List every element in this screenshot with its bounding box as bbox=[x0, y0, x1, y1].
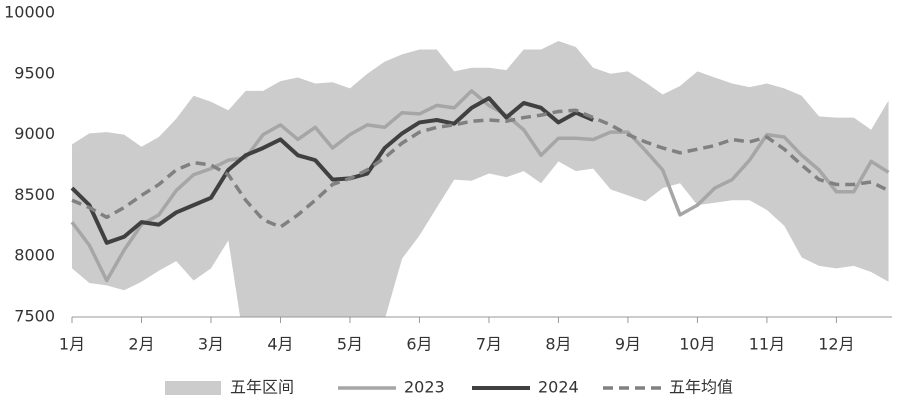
series-line bbox=[71, 108, 890, 229]
x-tick-label: 9月 bbox=[615, 335, 641, 354]
x-tick-label: 3月 bbox=[198, 335, 224, 354]
y-tick-label: 7500 bbox=[14, 307, 55, 326]
y-tick-label: 10000 bbox=[4, 3, 55, 22]
x-tick-label: 7月 bbox=[476, 335, 502, 354]
series-line bbox=[70, 96, 594, 245]
legend-label: 2023 bbox=[404, 378, 445, 397]
y-tick-label: 8000 bbox=[14, 246, 55, 265]
range-band bbox=[72, 40, 889, 317]
y-tick-label: 9000 bbox=[14, 124, 55, 143]
x-tick-label: 2月 bbox=[128, 335, 154, 354]
x-tick-label: 5月 bbox=[337, 335, 363, 354]
x-tick-label: 11月 bbox=[749, 335, 785, 354]
y-tick-label: 9500 bbox=[14, 63, 55, 82]
x-tick-label: 12月 bbox=[818, 335, 854, 354]
x-tick-label: 8月 bbox=[545, 335, 571, 354]
x-tick-label: 10月 bbox=[679, 335, 715, 354]
x-tick-label: 1月 bbox=[59, 335, 85, 354]
x-tick-label: 4月 bbox=[267, 335, 293, 354]
series-line bbox=[70, 89, 890, 283]
y-tick-label: 8500 bbox=[14, 185, 55, 204]
x-tick-label: 6月 bbox=[406, 335, 432, 354]
legend-label: 2024 bbox=[538, 378, 579, 397]
legend-swatch bbox=[165, 381, 221, 395]
legend-label: 五年均值 bbox=[669, 378, 733, 397]
legend-label: 五年区间 bbox=[230, 378, 294, 397]
